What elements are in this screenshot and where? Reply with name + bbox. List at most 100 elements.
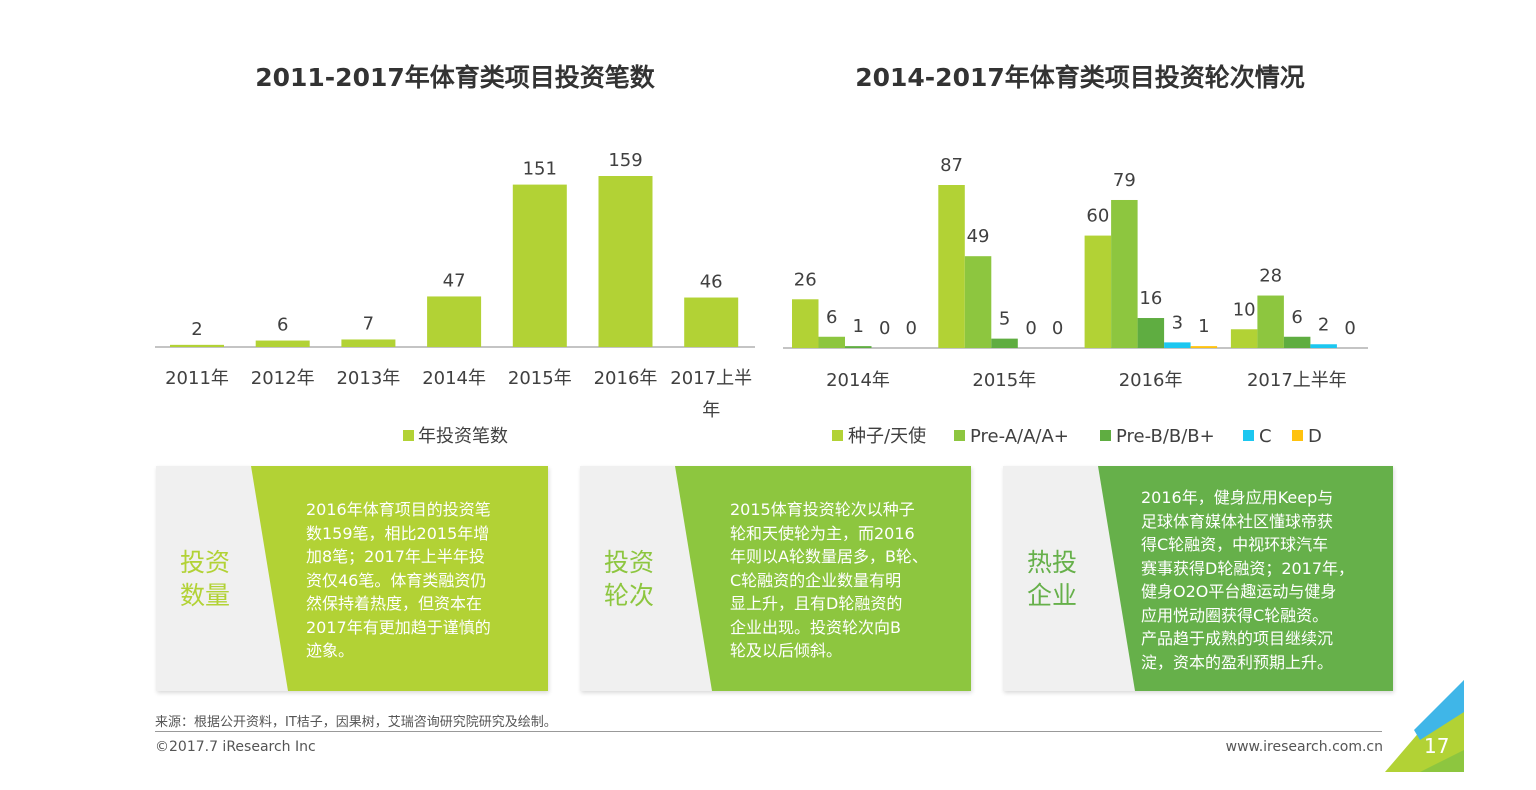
card-text-line: 迹象。	[306, 641, 355, 660]
card-text-line: 企业出现。投资轮次向B	[730, 617, 901, 637]
bar	[1190, 346, 1218, 348]
bar	[1257, 295, 1284, 348]
card-text-line: 淀，资本的盈利预期上升。	[1141, 652, 1334, 672]
summary-card: 投资 轮次 2015体育投资轮次以种子 轮和天使轮为主，而2016 年则以A轮数量居多…	[580, 466, 971, 691]
card-text-line: 赛事获得D轮融资；2017年，	[1141, 558, 1355, 578]
card-text-line: 加8笔；2017年上半年投	[306, 547, 485, 566]
data-label: 79	[1113, 170, 1136, 191]
card-label-line: 企业	[1026, 581, 1077, 610]
data-label: 0	[1052, 318, 1063, 339]
card-text-line: 得C轮融资，中视环球汽车	[1141, 535, 1329, 554]
x-tick-label: 2017上半年	[1247, 370, 1347, 391]
bar	[964, 256, 992, 348]
summary-card: 投资 数量 2016年体育项目的投资笔 数159笔，相比2015年增 加8笔；2017…	[156, 466, 548, 691]
data-label: 47	[443, 270, 466, 291]
card-label: 投资 数量	[156, 546, 254, 612]
card-text-panel	[251, 466, 548, 691]
card-label-line: 数量	[179, 581, 230, 610]
card-label-line: 投资	[179, 548, 230, 577]
card-text-line: 2017年有更加趋于谨慎的	[306, 617, 491, 637]
x-tick-label: 2014年	[826, 370, 890, 391]
data-label: 2	[191, 319, 202, 340]
x-tick-label: 2011年	[165, 368, 229, 389]
x-tick-label: 2016年	[594, 368, 658, 389]
bar	[598, 176, 653, 347]
card-text-line: 健身O2O平台趣运动与健身	[1141, 582, 1337, 601]
legend-swatch	[403, 430, 414, 441]
card-text-line: 数159笔，相比2015年增	[306, 523, 490, 543]
data-label: 159	[608, 150, 642, 171]
data-label: 0	[879, 318, 890, 339]
legend-label: D	[1308, 426, 1322, 447]
website-link[interactable]: www.iresearch.com.cn	[1225, 739, 1383, 755]
legend-swatch	[1243, 430, 1254, 441]
copyright: ©2017.7 iResearch Inc	[155, 739, 316, 755]
bar	[170, 344, 224, 347]
page-number: 17	[1424, 734, 1450, 758]
card-text-panel	[1098, 466, 1393, 691]
charts: 22011年62012年72013年472014年1512015年1592016…	[155, 150, 1368, 447]
card-text-line: 应用悦动圈获得C轮融资。	[1141, 605, 1329, 625]
data-label: 49	[967, 226, 990, 247]
x-tick-label: 2012年	[251, 368, 315, 389]
legend-swatch	[832, 430, 843, 441]
data-label: 151	[523, 159, 557, 180]
x-tick-label: 2013年	[336, 368, 400, 389]
card-text: 2016年，健身应用Keep与 足球体育媒体社区懂球帝获 得C轮融资，中视环球汽车赛…	[1141, 486, 1354, 674]
bar	[1137, 318, 1165, 348]
footer-divider	[155, 731, 1382, 732]
legend-label: 年投资笔数	[418, 426, 508, 447]
data-label: 1	[853, 316, 864, 337]
data-label: 3	[1172, 312, 1183, 333]
legend-label: Pre-B/B/B+	[1116, 426, 1215, 447]
x-tick-label: 年	[702, 400, 720, 421]
data-label: 16	[1139, 288, 1162, 309]
card-text-line: 2016年，健身应用Keep与	[1141, 488, 1334, 507]
bar	[938, 185, 965, 348]
bar	[845, 346, 872, 348]
bar	[427, 296, 482, 347]
card-text-panel	[675, 466, 971, 691]
data-label: 26	[794, 269, 817, 290]
summary-card: 热投企业 2016年，健身应用Keep与 足球体育媒体社区懂球帝获 得C轮融资，中视…	[1003, 466, 1393, 691]
x-tick-label: 2015年	[508, 368, 572, 389]
card-text-line: 年则以A轮数量居多，B轮、	[730, 547, 928, 566]
x-tick-label: 2015年	[972, 370, 1036, 391]
card-label: 热投 企业	[1003, 546, 1101, 612]
card-text-line: 轮及以后倾斜。	[730, 641, 843, 660]
legend-label: 种子/天使	[848, 426, 926, 447]
right-chart-title: 2014-2017年体育类项目投资轮次情况	[855, 63, 1305, 92]
data-label: 60	[1086, 206, 1109, 227]
data-label: 2	[1318, 314, 1329, 335]
data-label: 10	[1233, 299, 1256, 320]
left-chart-title: 2011-2017年体育类项目投资笔数	[255, 63, 655, 92]
data-label: 0	[1344, 318, 1355, 339]
legend-label: C	[1259, 426, 1272, 447]
data-label: 7	[363, 313, 374, 334]
card-label-line: 热投	[1026, 548, 1077, 577]
bar	[1230, 329, 1258, 348]
data-label: 87	[940, 155, 963, 176]
card-text-line: 显上升，且有D轮融资的	[730, 594, 903, 613]
bar	[255, 340, 310, 347]
data-label: 6	[826, 307, 837, 328]
card-text-line: 产品趋于成熟的项目继续沉	[1141, 629, 1334, 648]
bar	[1310, 344, 1337, 348]
card-text-line: 资仅46笔。体育类融资仍	[306, 570, 487, 590]
card-label-line: 轮次	[603, 581, 654, 610]
data-label: 6	[1291, 307, 1302, 328]
data-label: 1	[1198, 316, 1209, 337]
bar	[1084, 235, 1112, 348]
data-label: 46	[700, 272, 723, 293]
bar	[1283, 336, 1311, 348]
card-text: 2015体育投资轮次以种子 轮和天使轮为主，而2016 年则以A轮数量居多，B轮、 C…	[730, 498, 928, 663]
legend-swatch	[954, 430, 965, 441]
bar	[792, 299, 819, 348]
x-tick-label: 2014年	[422, 368, 486, 389]
card-text-line: 然保持着热度，但资本在	[306, 594, 483, 613]
bar	[1164, 342, 1191, 348]
legend-swatch	[1100, 430, 1111, 441]
legend-label: Pre-A/A/A+	[970, 426, 1069, 447]
data-label: 0	[906, 318, 917, 339]
x-tick-label: 2016年	[1119, 370, 1183, 391]
